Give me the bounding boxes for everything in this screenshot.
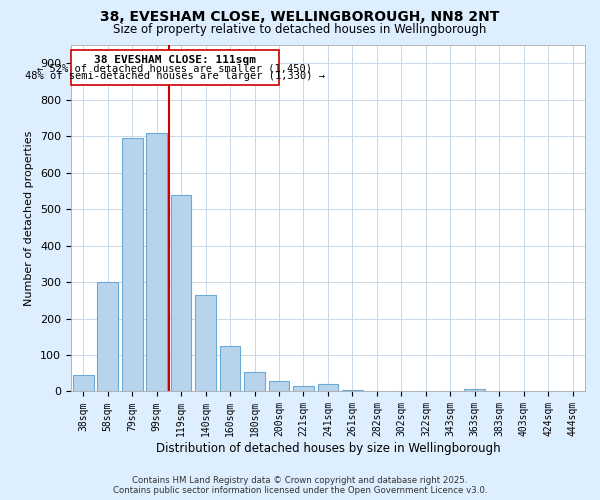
Bar	[220, 346, 241, 392]
Text: 38, EVESHAM CLOSE, WELLINGBOROUGH, NN8 2NT: 38, EVESHAM CLOSE, WELLINGBOROUGH, NN8 2…	[100, 10, 500, 24]
Bar	[146, 132, 167, 392]
Bar	[464, 388, 485, 392]
Text: ← 52% of detached houses are smaller (1,450): ← 52% of detached houses are smaller (1,…	[37, 63, 313, 73]
Bar	[562, 390, 583, 392]
Text: Contains HM Land Registry data © Crown copyright and database right 2025.
Contai: Contains HM Land Registry data © Crown c…	[113, 476, 487, 495]
Bar	[170, 194, 191, 392]
Bar	[293, 386, 314, 392]
Bar	[122, 138, 143, 392]
Bar	[342, 390, 363, 392]
Bar	[317, 384, 338, 392]
Bar	[269, 382, 289, 392]
X-axis label: Distribution of detached houses by size in Wellingborough: Distribution of detached houses by size …	[155, 442, 500, 455]
Y-axis label: Number of detached properties: Number of detached properties	[25, 130, 34, 306]
Bar	[97, 282, 118, 392]
Bar	[195, 295, 216, 392]
Bar	[367, 390, 388, 392]
Text: 48% of semi-detached houses are larger (1,330) →: 48% of semi-detached houses are larger (…	[25, 70, 325, 81]
Text: Size of property relative to detached houses in Wellingborough: Size of property relative to detached ho…	[113, 22, 487, 36]
Bar	[244, 372, 265, 392]
Bar	[73, 375, 94, 392]
Text: 38 EVESHAM CLOSE: 111sqm: 38 EVESHAM CLOSE: 111sqm	[94, 55, 256, 65]
FancyBboxPatch shape	[71, 50, 279, 85]
